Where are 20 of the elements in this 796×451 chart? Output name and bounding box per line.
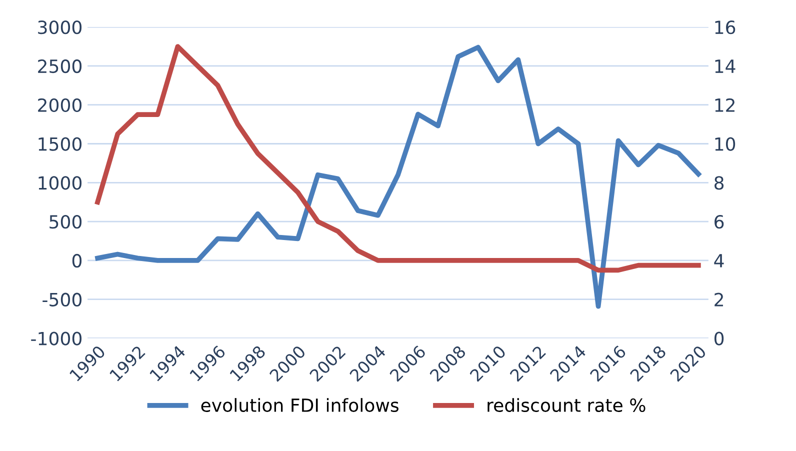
y-tick-label: 500 [50,215,82,229]
y2-tick-label: 12 [715,98,734,112]
y-tick-label: 1000 [38,176,82,190]
y2-tick-label: 6 [714,215,724,229]
y2-tick-label: 10 [715,137,736,151]
y2-tick-label: 4 [714,254,724,268]
y2-tick-label: 2 [714,292,723,306]
y-tick-label: 0 [72,254,82,268]
y-tick-label: -500 [42,292,82,306]
y-tick-label: -1000 [31,332,82,346]
y2-tick-label: 14 [715,60,736,73]
y2-tick-label: 16 [715,20,736,34]
legend-label: evolution FDI infolows [201,398,398,412]
y-tick-label: 2000 [38,98,82,112]
y2-tick-label: 0 [714,332,724,346]
legend-label: rediscount rate % [488,398,646,412]
y-tick-label: 1500 [38,137,82,151]
y2-tick-label: 8 [714,176,724,190]
y-tick-label: 2500 [38,59,82,74]
y-tick-label: 3000 [38,20,82,34]
